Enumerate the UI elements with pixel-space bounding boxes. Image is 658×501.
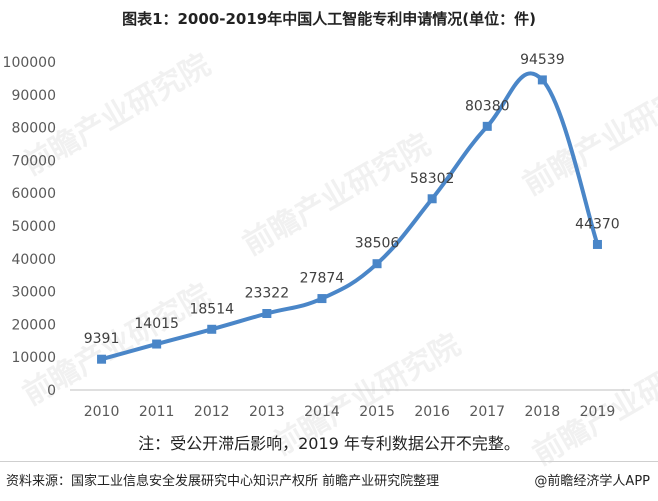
footnote: 注：受公开滞后影响，2019 年专利数据公开不完整。 — [138, 434, 520, 453]
y-tick-label: 50000 — [11, 219, 56, 235]
data-labels: 9391 14015 18514 23322 27874 38506 58302 80380 9… — [84, 52, 620, 347]
y-tick-label: 10000 — [11, 350, 56, 366]
data-label: 38506 — [355, 236, 400, 252]
data-point-marker — [372, 259, 382, 269]
x-tick-label: 2010 — [84, 404, 120, 420]
x-tick-label: 2018 — [525, 404, 561, 420]
data-label: 9391 — [84, 331, 120, 347]
y-tick-label: 90000 — [11, 88, 56, 104]
data-point-marker — [207, 324, 217, 334]
y-tick-label: 100000 — [3, 55, 56, 71]
y-tick-label: 70000 — [11, 153, 56, 169]
x-tick-label: 2011 — [139, 404, 175, 420]
data-label: 18514 — [189, 301, 234, 317]
line-chart: 0 10000 20000 30000 40000 50000 60000 70000 8000… — [3, 52, 630, 420]
data-label: 94539 — [520, 52, 565, 68]
data-point-marker — [427, 194, 437, 204]
data-label: 44370 — [575, 216, 620, 232]
x-axis: 2010 2011 2012 2013 2014 2015 2016 2017 2018 2019 — [84, 404, 616, 420]
markers — [97, 75, 602, 364]
y-tick-label: 30000 — [11, 285, 56, 301]
y-tick-label: 80000 — [11, 121, 56, 137]
y-tick-label: 40000 — [11, 252, 56, 268]
x-tick-label: 2012 — [194, 404, 230, 420]
x-tick-label: 2013 — [249, 404, 285, 420]
x-tick-label: 2016 — [414, 404, 450, 420]
data-label: 80380 — [465, 98, 510, 114]
data-point-marker — [262, 309, 272, 319]
x-tick-label: 2015 — [359, 404, 395, 420]
data-point-marker — [97, 354, 107, 364]
source-text: 资料来源：国家工业信息安全发展研究中心知识产权所 前瞻产业研究院整理 — [6, 474, 440, 489]
x-tick-label: 2017 — [469, 404, 505, 420]
brand-text: @前瞻经济学人APP — [534, 474, 650, 489]
y-tick-label: 20000 — [11, 317, 56, 333]
data-label: 58302 — [410, 171, 455, 187]
data-label: 14015 — [134, 316, 179, 332]
x-tick-label: 2019 — [580, 404, 616, 420]
data-point-marker — [537, 75, 547, 85]
data-point-marker — [317, 294, 327, 304]
data-label: 23322 — [245, 286, 290, 302]
x-tick-label: 2014 — [304, 404, 340, 420]
divider — [0, 461, 658, 462]
y-tick-label: 60000 — [11, 186, 56, 202]
data-point-marker — [152, 339, 162, 349]
y-tick-label: 0 — [47, 383, 56, 399]
data-point-marker — [592, 239, 602, 249]
data-label: 27874 — [300, 271, 345, 287]
data-point-marker — [482, 121, 492, 131]
chart-title: 图表1：2000-2019年中国人工智能专利申请情况(单位：件) — [122, 10, 536, 28]
y-axis: 0 10000 20000 30000 40000 50000 60000 70000 8000… — [3, 55, 56, 399]
